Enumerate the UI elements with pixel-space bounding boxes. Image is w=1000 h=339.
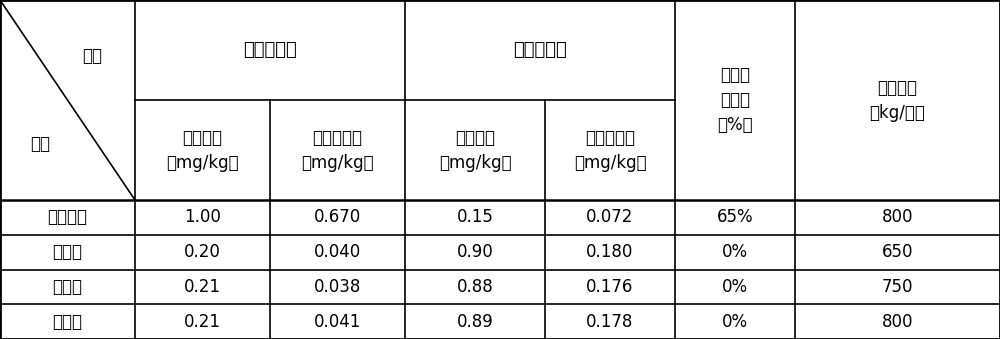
Text: 0.176: 0.176 <box>586 278 634 296</box>
Text: 玉米产量
（kg/亩）: 玉米产量 （kg/亩） <box>870 79 925 121</box>
Text: 有效态浓度
（mg/kg）: 有效态浓度 （mg/kg） <box>574 128 646 172</box>
Text: 0.21: 0.21 <box>184 278 221 296</box>
Text: 800: 800 <box>882 313 913 331</box>
Text: 0.90: 0.90 <box>457 243 493 261</box>
Text: 0.20: 0.20 <box>184 243 221 261</box>
Text: 第一年: 第一年 <box>52 243 82 261</box>
Text: 第三年: 第三年 <box>52 313 82 331</box>
Text: 0.178: 0.178 <box>586 313 634 331</box>
Text: 0.072: 0.072 <box>586 208 634 226</box>
Text: 初始状态: 初始状态 <box>48 208 88 226</box>
Text: 总量浓度
（mg/kg）: 总量浓度 （mg/kg） <box>166 128 239 172</box>
Text: 指标: 指标 <box>82 47 102 65</box>
Text: 0.15: 0.15 <box>457 208 493 226</box>
Text: 0.040: 0.040 <box>314 243 361 261</box>
Text: 深层土壤镉: 深层土壤镉 <box>513 41 567 59</box>
Text: 时间: 时间 <box>30 135 50 153</box>
Text: 有效态浓度
（mg/kg）: 有效态浓度 （mg/kg） <box>301 128 374 172</box>
Text: 0%: 0% <box>722 313 748 331</box>
Text: 第二年: 第二年 <box>52 278 82 296</box>
Text: 0.89: 0.89 <box>457 313 493 331</box>
Text: 0.041: 0.041 <box>314 313 361 331</box>
Text: 0.038: 0.038 <box>314 278 361 296</box>
Text: 65%: 65% <box>717 208 753 226</box>
Text: 玉米镉
超标率
（%）: 玉米镉 超标率 （%） <box>717 66 753 134</box>
Text: 总量浓度
（mg/kg）: 总量浓度 （mg/kg） <box>439 128 511 172</box>
Text: 0.670: 0.670 <box>314 208 361 226</box>
Text: 800: 800 <box>882 208 913 226</box>
Text: 0.88: 0.88 <box>457 278 493 296</box>
Text: 1.00: 1.00 <box>184 208 221 226</box>
Text: 表层土壤镉: 表层土壤镉 <box>243 41 297 59</box>
Text: 0%: 0% <box>722 278 748 296</box>
Text: 750: 750 <box>882 278 913 296</box>
Text: 0.180: 0.180 <box>586 243 634 261</box>
Text: 0%: 0% <box>722 243 748 261</box>
Text: 0.21: 0.21 <box>184 313 221 331</box>
Text: 650: 650 <box>882 243 913 261</box>
